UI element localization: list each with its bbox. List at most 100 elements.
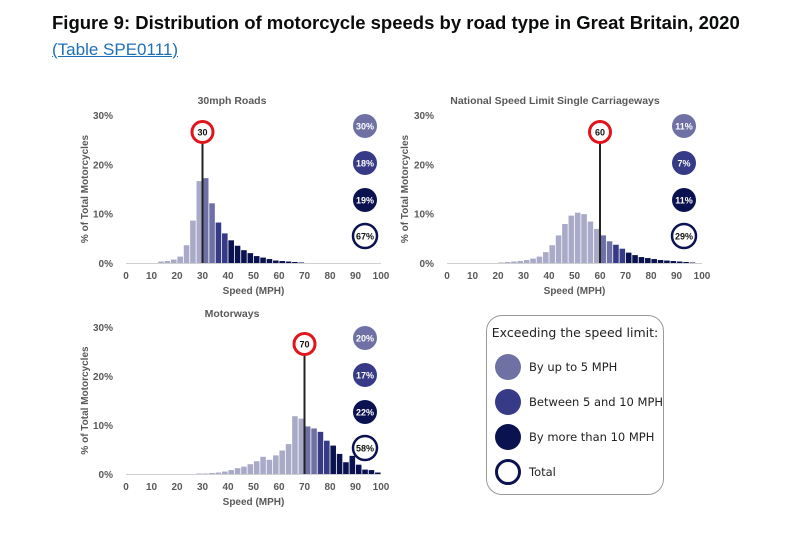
- y-tick-label: 30%: [414, 111, 434, 122]
- exceed-circle-between-5-10: [353, 151, 377, 175]
- bar: [190, 220, 196, 263]
- x-tick-label: 0: [123, 482, 129, 493]
- bar: [196, 181, 203, 263]
- x-tick-label: 100: [694, 271, 711, 282]
- figure-title: Figure 9: Distribution of motorcycle spe…: [52, 12, 740, 33]
- bar: [222, 471, 228, 474]
- bar: [330, 445, 336, 474]
- x-tick-label: 30: [197, 271, 209, 282]
- bar: [632, 255, 638, 263]
- bar: [555, 235, 562, 263]
- bar: [613, 244, 619, 263]
- speed-limit-sign: [190, 120, 215, 144]
- x-axis-label: Speed (MPH): [544, 286, 606, 297]
- exceed-circle-up-to-5: [672, 114, 696, 138]
- bar: [285, 261, 292, 263]
- x-tick-label: 100: [373, 271, 390, 282]
- x-tick-label: 90: [350, 271, 362, 282]
- table-link[interactable]: (Table SPE0111): [52, 40, 178, 59]
- legend-item-up-to-5: By up to 5 MPH: [495, 354, 661, 380]
- exceed-label-between-5-10: 7%: [677, 159, 690, 169]
- bar: [292, 416, 298, 474]
- x-tick-label: 0: [444, 271, 450, 282]
- x-tick-label: 40: [222, 482, 234, 493]
- bar: [517, 261, 524, 263]
- x-tick-label: 70: [299, 271, 311, 282]
- bar: [336, 453, 343, 474]
- legend-item-more-than-10: By more than 10 MPH: [495, 424, 661, 450]
- x-tick-label: 40: [222, 271, 234, 282]
- exceed-label-up-to-5: 11%: [675, 122, 693, 132]
- bar: [279, 261, 285, 263]
- x-tick-label: 20: [171, 271, 183, 282]
- x-tick-label: 10: [146, 271, 158, 282]
- bar: [266, 259, 273, 263]
- x-tick-label: 10: [467, 271, 479, 282]
- x-axis-label: Speed (MPH): [223, 286, 285, 297]
- bar: [606, 241, 613, 263]
- bar: [574, 212, 581, 263]
- exceed-label-up-to-5: 30%: [356, 122, 374, 132]
- exceed-label-up-to-5: 20%: [356, 334, 374, 344]
- x-tick-label: 50: [248, 271, 260, 282]
- legend-label-total: Total: [529, 465, 556, 479]
- exceed-label-total: 67%: [356, 232, 374, 242]
- x-tick-label: 60: [594, 271, 606, 282]
- x-tick-label: 80: [645, 271, 657, 282]
- legend-dot-up-to-5: [495, 354, 521, 380]
- bar: [234, 245, 241, 263]
- x-tick-label: 90: [671, 271, 683, 282]
- exceed-label-between-5-10: 17%: [356, 371, 374, 381]
- bar: [543, 252, 549, 263]
- y-tick-label: 30%: [93, 323, 113, 334]
- bar: [202, 178, 209, 263]
- legend-dot-more-than-10: [495, 424, 521, 450]
- x-tick-label: 40: [543, 271, 555, 282]
- exceed-label-more-than-10: 22%: [356, 408, 374, 418]
- legend: Exceeding the speed limit: By up to 5 MP…: [486, 315, 664, 495]
- y-axis-label: % of Total Motorcycles: [400, 134, 411, 243]
- bar: [260, 257, 266, 263]
- x-tick-label: 20: [492, 271, 504, 282]
- legend-ring-total: [495, 459, 521, 485]
- y-tick-label: 20%: [414, 160, 434, 171]
- bar: [625, 252, 632, 263]
- bar: [619, 248, 626, 263]
- bar: [158, 261, 164, 263]
- x-tick-label: 80: [324, 271, 336, 282]
- bar: [241, 250, 247, 263]
- bar: [285, 444, 292, 474]
- x-tick-label: 50: [248, 482, 260, 493]
- bar: [311, 428, 317, 474]
- bar: [355, 464, 362, 474]
- y-axis-label: % of Total Motorcycles: [80, 346, 91, 455]
- legend-label-up-to-5: By up to 5 MPH: [529, 360, 618, 374]
- x-tick-label: 30: [518, 271, 530, 282]
- bar: [209, 473, 215, 474]
- bar: [362, 469, 368, 474]
- x-tick-label: 70: [299, 482, 311, 493]
- x-axis-label: Speed (MPH): [223, 497, 285, 508]
- bar: [279, 450, 285, 474]
- bar: [317, 431, 324, 474]
- x-tick-label: 20: [171, 482, 183, 493]
- bar: [247, 464, 254, 474]
- bar: [234, 468, 241, 474]
- exceed-circle-total: [351, 434, 379, 462]
- bar: [298, 418, 305, 474]
- bar: [260, 456, 266, 474]
- x-tick-label: 30: [197, 482, 209, 493]
- bar: [676, 261, 683, 263]
- bar: [581, 214, 587, 263]
- exceed-circle-up-to-5: [353, 326, 377, 350]
- y-tick-label: 20%: [93, 372, 113, 383]
- exceed-circle-up-to-5: [353, 114, 377, 138]
- bar: [638, 257, 645, 263]
- exceed-circle-more-than-10: [672, 188, 696, 212]
- bar: [683, 262, 689, 263]
- bar: [349, 455, 356, 474]
- y-tick-label: 0%: [99, 470, 114, 481]
- bar: [247, 253, 254, 263]
- bar: [215, 472, 222, 474]
